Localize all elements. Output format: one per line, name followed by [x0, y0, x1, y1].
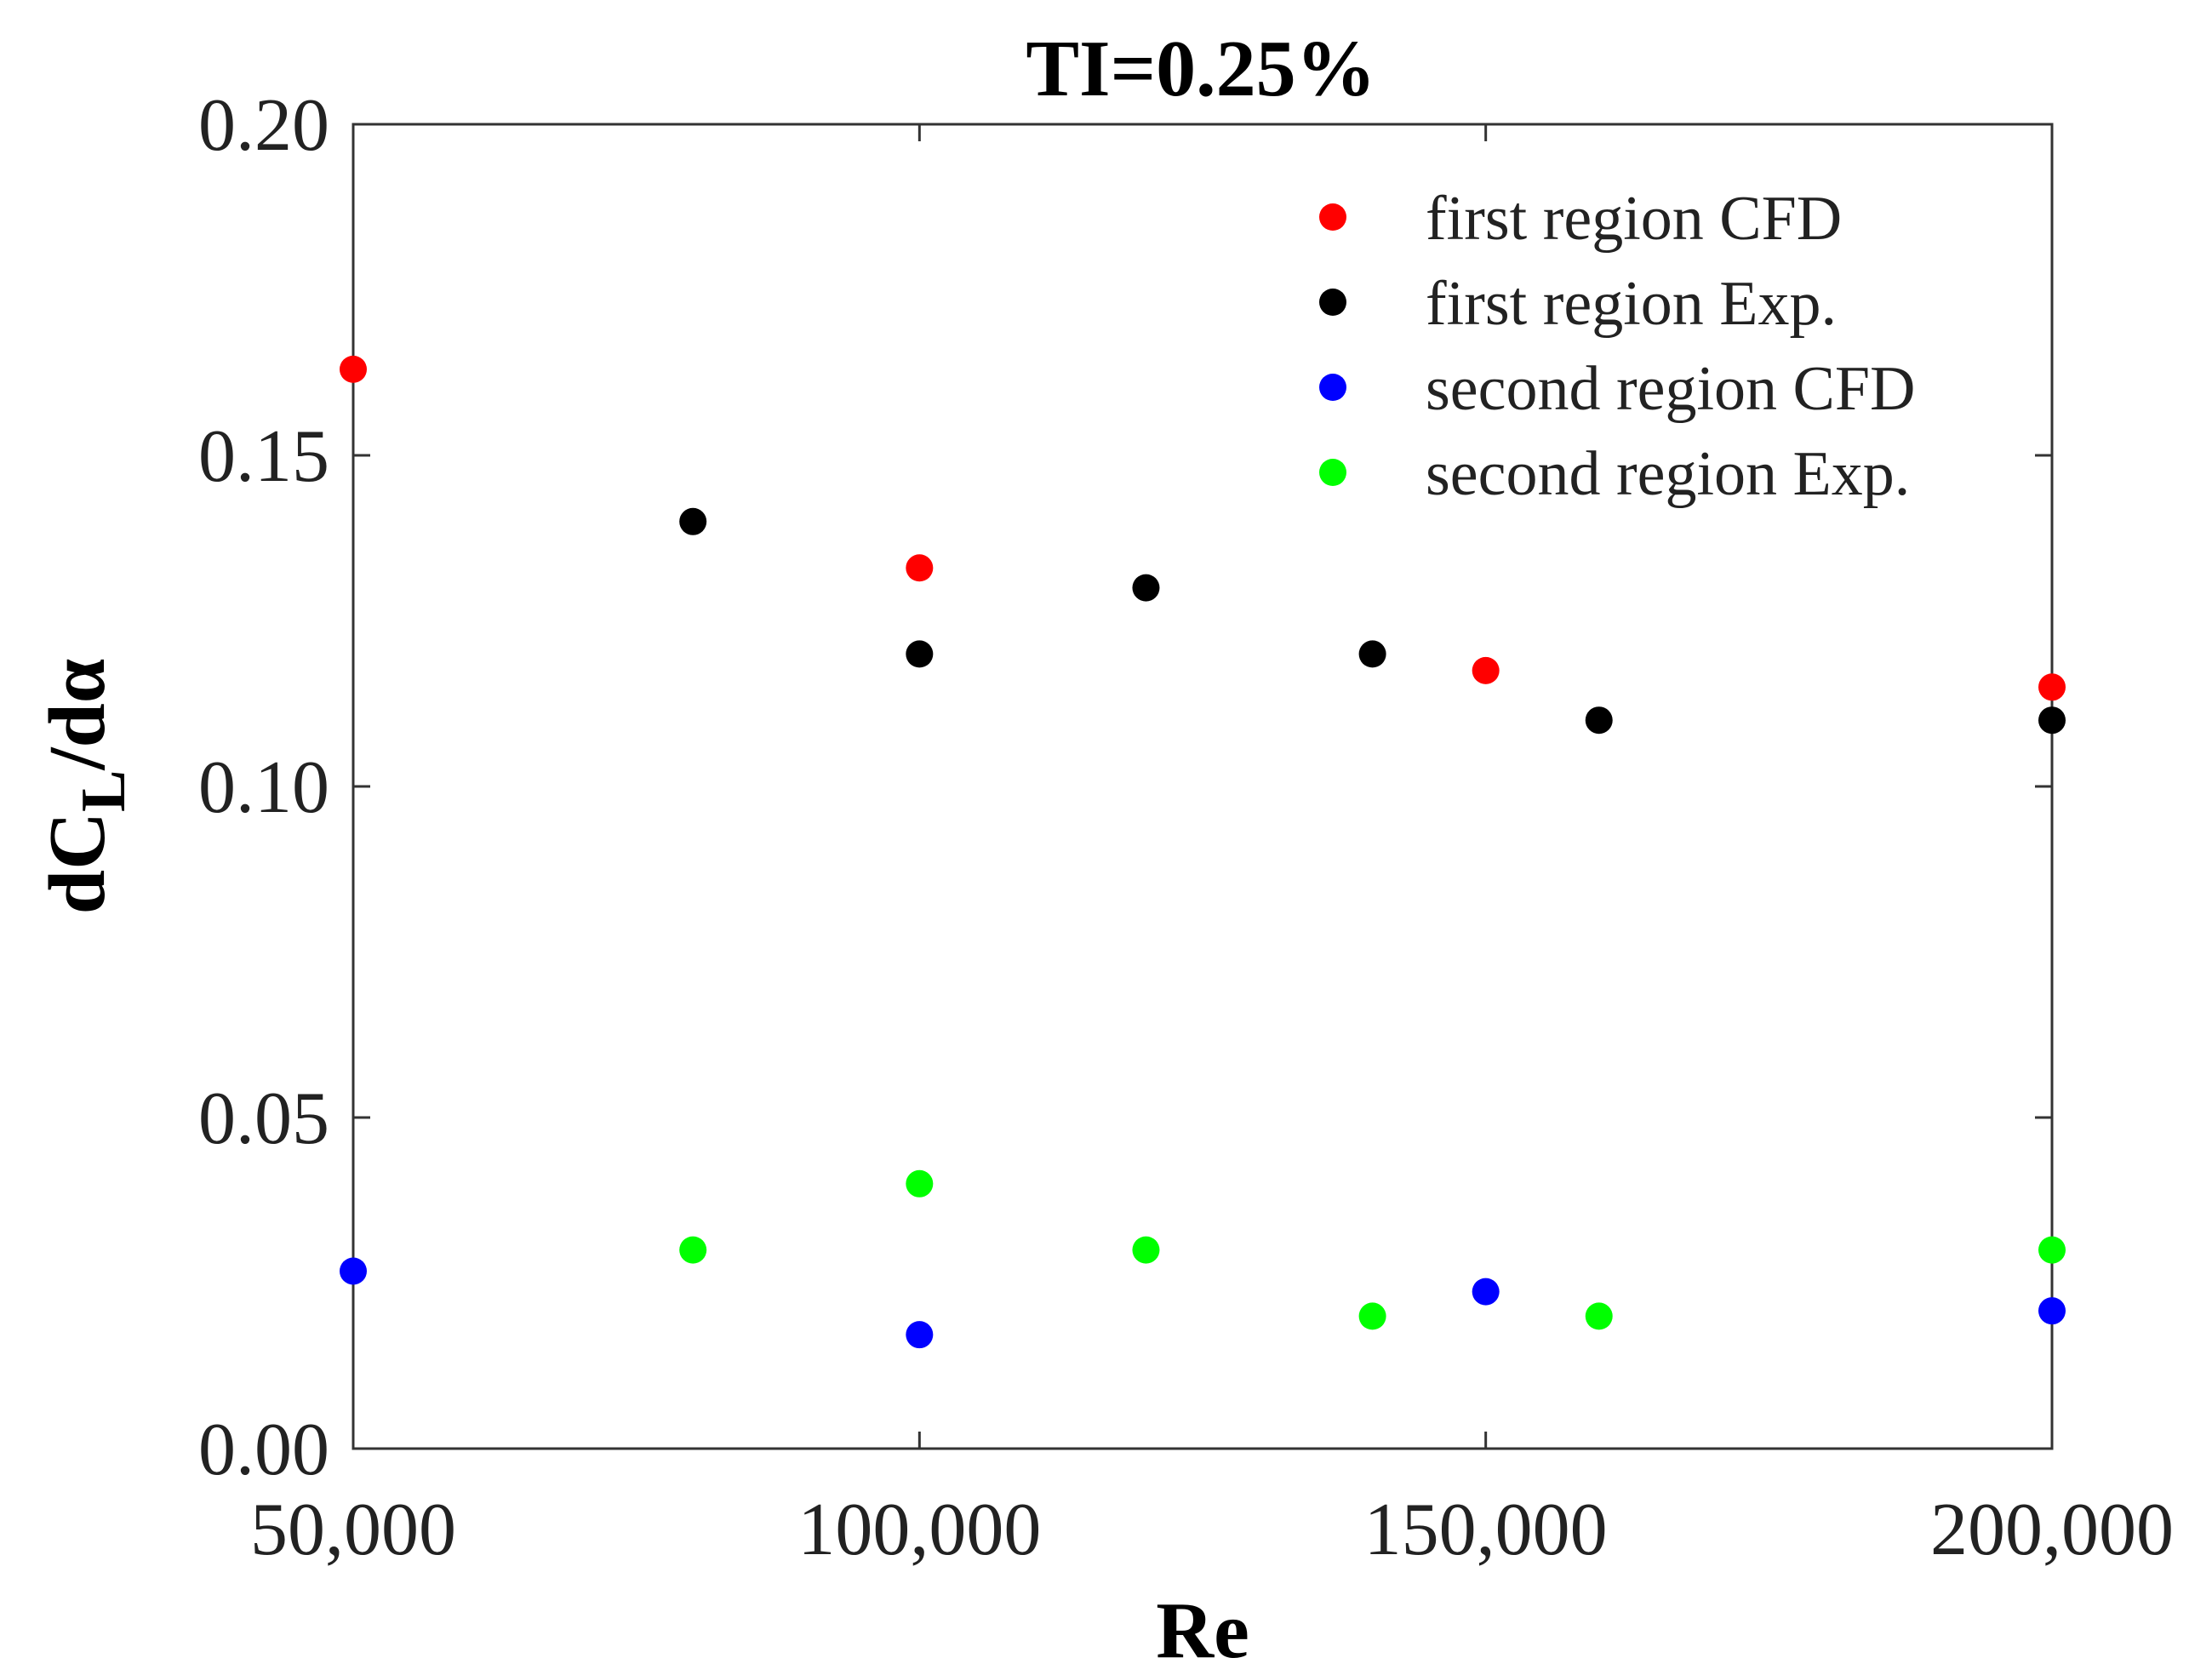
point-first-region-exp [906, 640, 934, 668]
legend: first region CFD first region Exp. second … [1319, 184, 1916, 509]
legend-label-second-region-exp: second region Exp. [1426, 439, 1910, 509]
y-axis-label: dCL/dα [33, 659, 139, 914]
point-second-region-cfd [2038, 1297, 2066, 1325]
point-first-region-cfd [340, 355, 367, 383]
y-axis-label-subscript: L [69, 770, 139, 812]
legend-marker-first-region-exp [1319, 289, 1346, 316]
point-first-region-exp [1358, 640, 1386, 668]
point-first-region-cfd [906, 554, 934, 582]
x-tick-label: 100,000 [797, 1489, 1041, 1571]
point-second-region-cfd [340, 1257, 367, 1285]
point-second-region-exp [906, 1169, 934, 1198]
legend-marker-second-region-cfd [1319, 374, 1346, 401]
point-first-region-cfd [2038, 673, 2066, 701]
x-axis: 50,000 100,000 150,000 200,000 [250, 124, 2174, 1571]
legend-marker-second-region-exp [1319, 459, 1346, 486]
x-tick-label: 200,000 [1930, 1489, 2174, 1571]
point-second-region-cfd [906, 1321, 934, 1349]
legend-label-second-region-cfd: second region CFD [1426, 354, 1916, 424]
point-second-region-cfd [1472, 1278, 1500, 1306]
point-first-region-exp [679, 507, 707, 535]
point-first-region-exp [1585, 706, 1613, 735]
y-tick-label: 0.20 [198, 84, 329, 167]
x-tick-label: 50,000 [250, 1489, 456, 1571]
data-points [340, 355, 2066, 1349]
point-second-region-exp [1358, 1302, 1386, 1330]
y-axis-label-prefix: dC [33, 812, 122, 914]
point-first-region-cfd [1472, 656, 1500, 684]
point-first-region-exp [2038, 706, 2066, 735]
point-second-region-exp [1585, 1302, 1613, 1330]
point-first-region-exp [1132, 574, 1160, 602]
y-axis-label-suffix: /dα [33, 659, 122, 771]
y-tick-label: 0.05 [198, 1078, 329, 1160]
chart-title: TI=0.25% [1026, 25, 1375, 113]
point-second-region-exp [679, 1236, 707, 1264]
y-tick-label: 0.00 [198, 1409, 329, 1491]
x-tick-label: 150,000 [1364, 1489, 1608, 1571]
y-axis: 0.00 0.05 0.10 0.15 0.20 [198, 84, 2052, 1491]
legend-label-first-region-cfd: first region CFD [1426, 184, 1842, 254]
legend-label-first-region-exp: first region Exp. [1426, 269, 1837, 339]
y-tick-label: 0.15 [198, 415, 329, 498]
y-tick-label: 0.10 [198, 746, 329, 829]
x-axis-label: Re [1156, 1586, 1249, 1675]
point-second-region-exp [2038, 1236, 2066, 1264]
legend-marker-first-region-cfd [1319, 203, 1346, 231]
point-second-region-exp [1132, 1236, 1160, 1264]
